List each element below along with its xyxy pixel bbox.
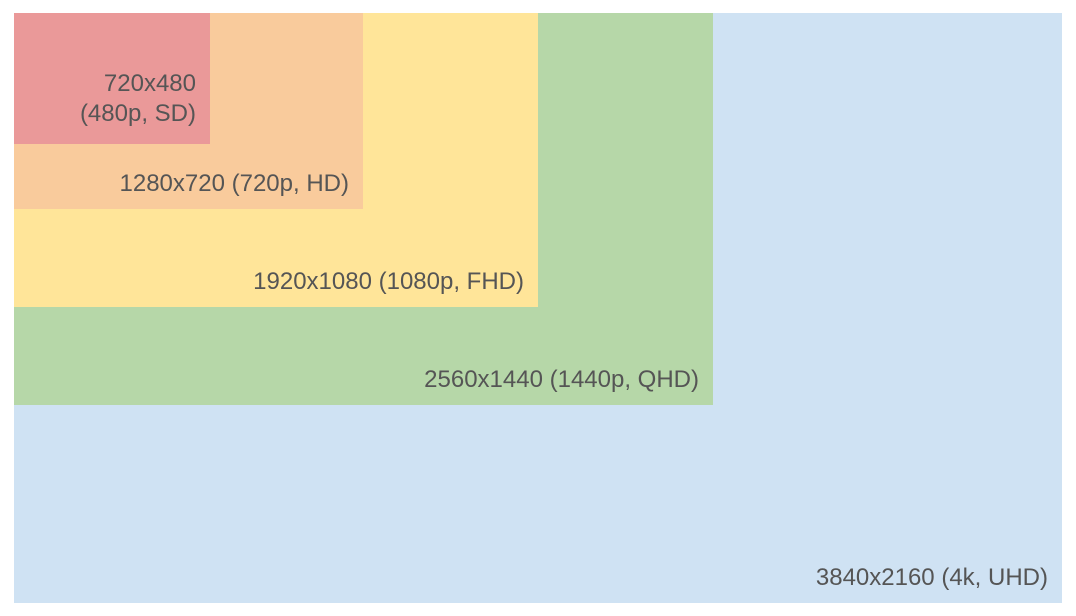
fhd-resolution-label: 1920x1080 (1080p, FHD)	[253, 268, 524, 295]
hd-resolution-label: 1280x720 (720p, HD)	[119, 170, 349, 197]
qhd-resolution-label: 2560x1440 (1440p, QHD)	[424, 366, 699, 393]
sd-resolution-label-line1: 720x480	[103, 70, 196, 97]
sd-resolution-label-line2: (480p, SD)	[79, 100, 196, 127]
sd-resolution-label: 720x480 (480p, SD)	[80, 69, 196, 129]
sd-resolution-box: 720x480 (480p, SD)	[14, 13, 210, 144]
uhd-resolution-label: 3840x2160 (4k, UHD)	[815, 564, 1048, 591]
